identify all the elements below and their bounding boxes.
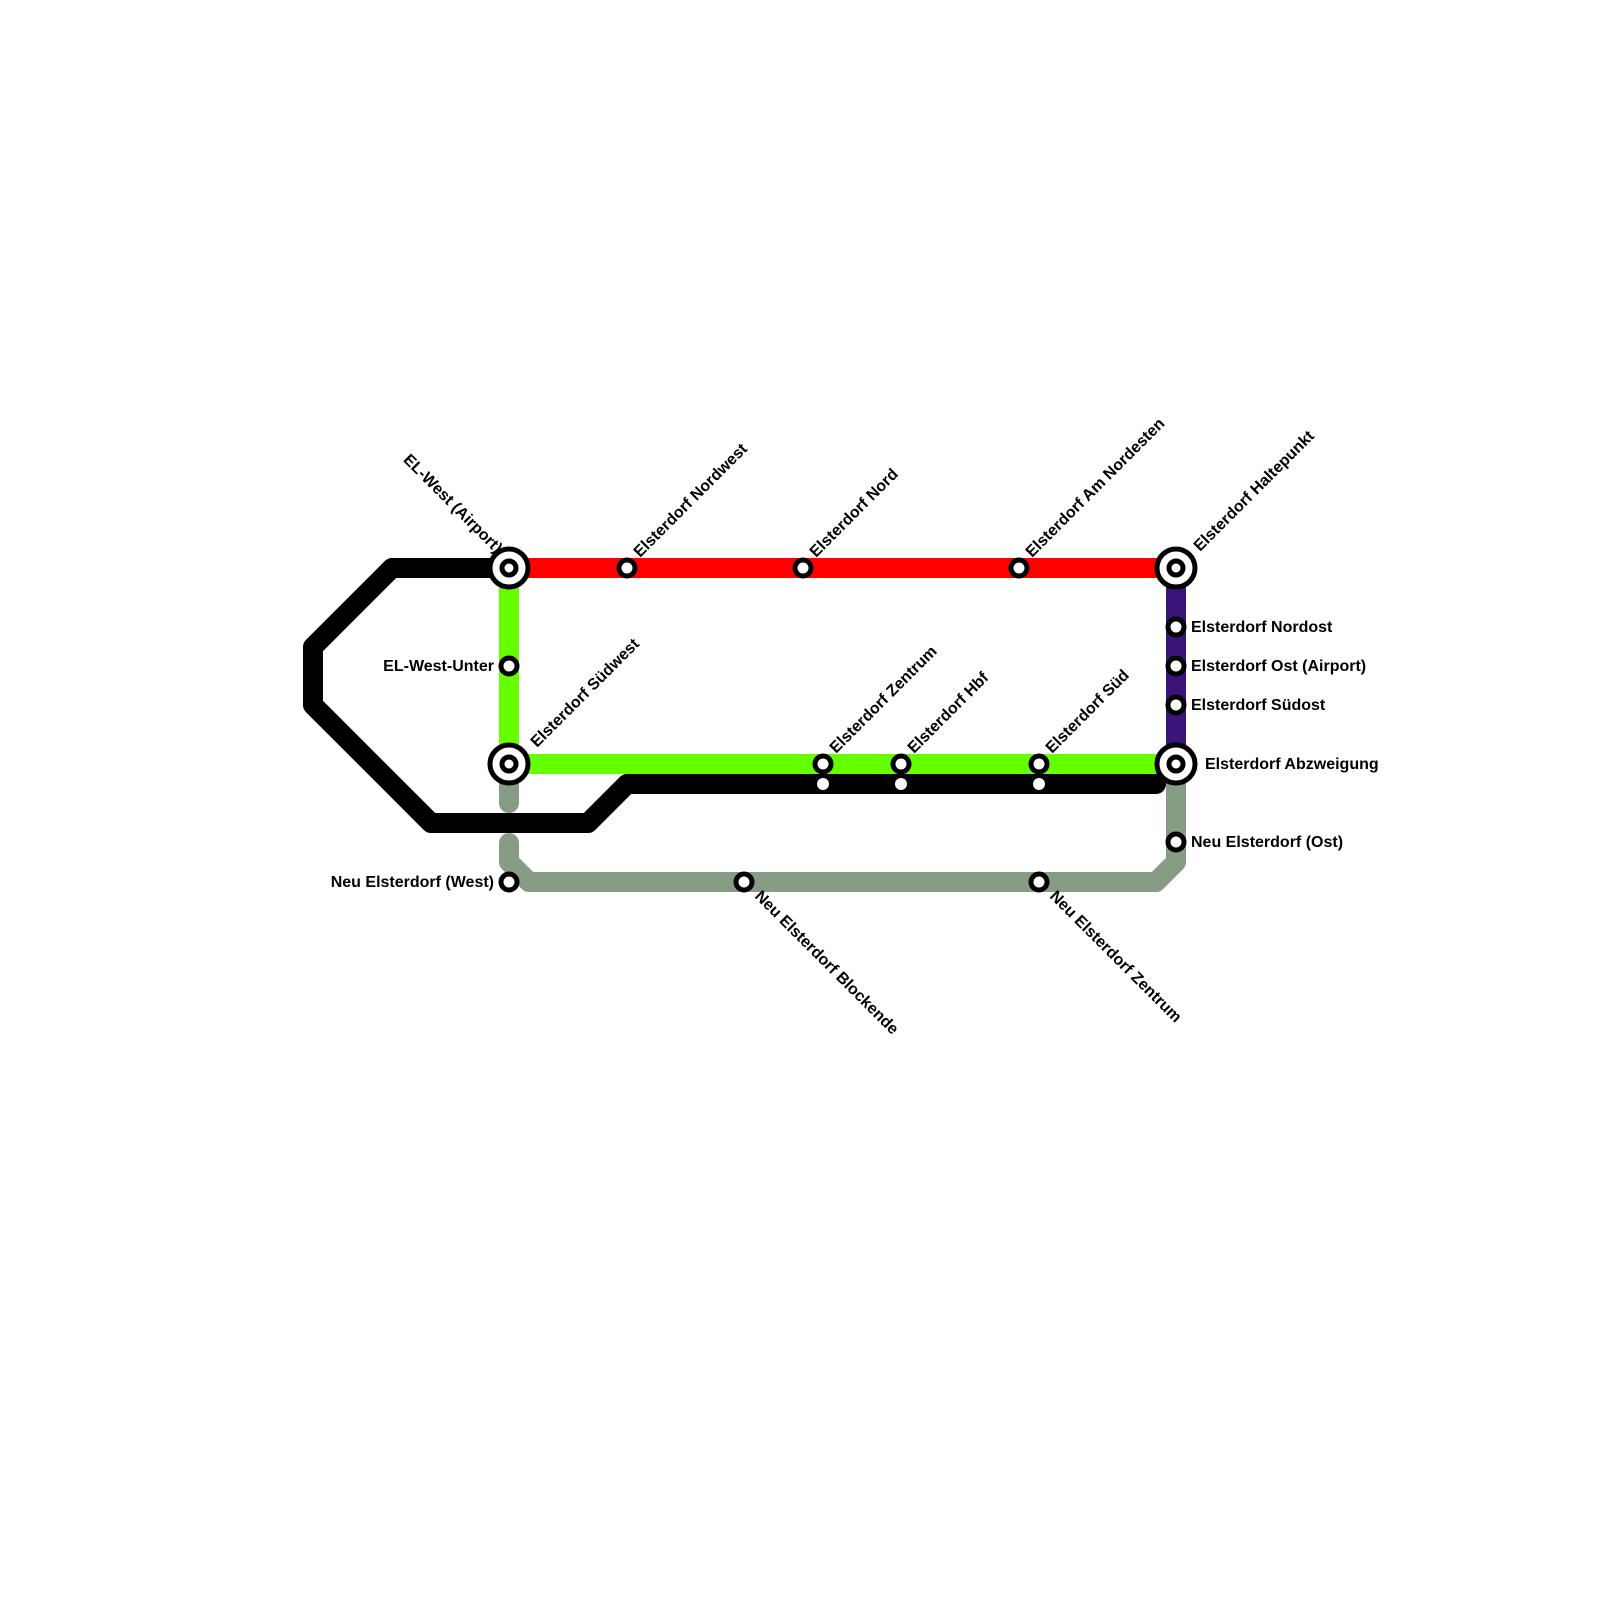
station-sued[interactable] <box>1028 753 1050 775</box>
label-sued: Elsterdorf Süd <box>1043 667 1133 757</box>
station-ost-airport[interactable] <box>1165 655 1187 677</box>
label-hbf: Elsterdorf Hbf <box>905 669 993 757</box>
black-stop-hbf <box>895 778 907 790</box>
label-haltepunkt: Elsterdorf Haltepunkt <box>1191 427 1319 555</box>
label-nord: Elsterdorf Nord <box>807 466 902 561</box>
label-neu-blockende: Neu Elsterdorf Blockende <box>751 888 901 1038</box>
station-zentrum[interactable] <box>812 753 834 775</box>
station-nord[interactable] <box>792 557 814 579</box>
label-nordost: Elsterdorf Nordost <box>1191 619 1333 636</box>
station-el-west-unter[interactable] <box>498 655 520 677</box>
station-neu-blockende[interactable] <box>733 871 755 893</box>
label-neu-ost: Neu Elsterdorf (Ost) <box>1191 834 1343 851</box>
label-ost-airport: Elsterdorf Ost (Airport) <box>1191 658 1366 675</box>
station-neu-zentrum[interactable] <box>1028 871 1050 893</box>
black-stop-zentrum <box>817 778 829 790</box>
label-el-west-airport: EL-West (Airport) <box>400 451 505 556</box>
station-neu-west[interactable] <box>498 871 520 893</box>
label-el-west-unter: EL-West-Unter <box>383 658 494 675</box>
label-suedost: Elsterdorf Südost <box>1191 697 1326 714</box>
interchange-suedwest[interactable] <box>487 742 531 786</box>
station-neu-ost[interactable] <box>1165 831 1187 853</box>
station-hbf[interactable] <box>890 753 912 775</box>
label-suedwest: Elsterdorf Südwest <box>528 635 644 751</box>
label-abzweigung: Elsterdorf Abzweigung <box>1205 756 1379 773</box>
interchange-el-west-airport[interactable] <box>487 546 531 590</box>
station-nordost[interactable] <box>1165 616 1187 638</box>
label-neu-west: Neu Elsterdorf (West) <box>331 874 494 891</box>
station-suedost[interactable] <box>1165 694 1187 716</box>
label-neu-zentrum: Neu Elsterdorf Zentrum <box>1046 888 1184 1026</box>
station-am-nordesten[interactable] <box>1008 557 1030 579</box>
label-am-nordesten: Elsterdorf Am Nordesten <box>1023 415 1169 561</box>
interchange-abzweigung[interactable] <box>1154 742 1198 786</box>
interchange-haltepunkt[interactable] <box>1154 546 1198 590</box>
black-stop-sued <box>1033 778 1045 790</box>
station-nordwest[interactable] <box>616 557 638 579</box>
black-line <box>303 558 1166 833</box>
label-nordwest: Elsterdorf Nordwest <box>631 440 752 561</box>
